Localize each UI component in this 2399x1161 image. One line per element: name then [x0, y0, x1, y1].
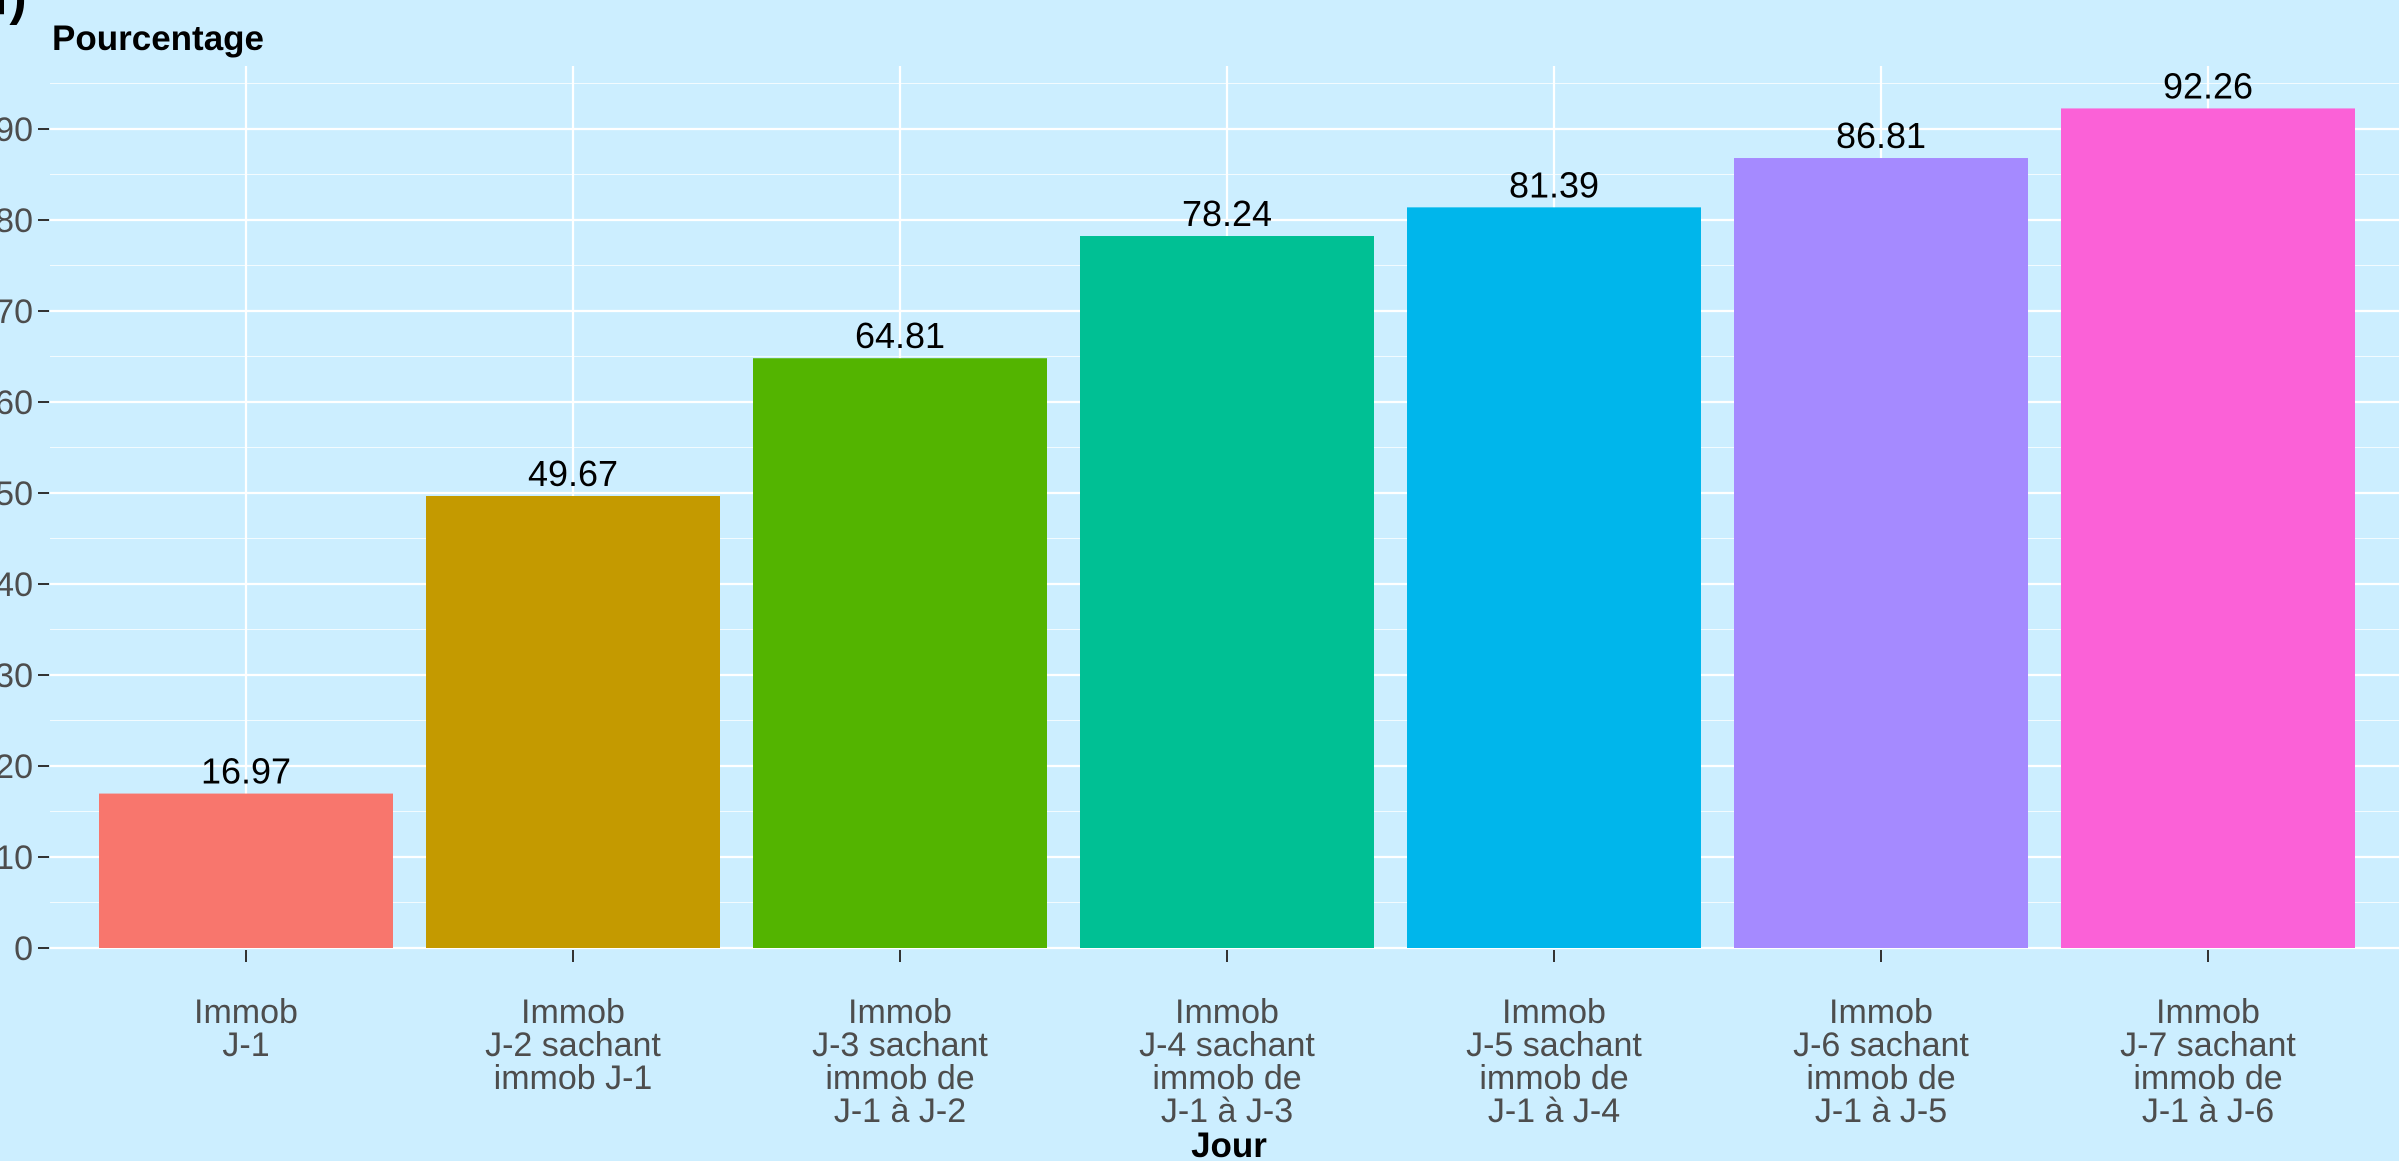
- y-tick-label: 80: [0, 202, 33, 240]
- x-tick-label-line: immob de: [1806, 1059, 1955, 1097]
- x-tick-label: Immob J-2 sachant immob J-1: [485, 993, 661, 1097]
- y-tick-label: 20: [0, 748, 33, 786]
- data-label: 16.97: [201, 751, 291, 792]
- data-label: 49.67: [528, 453, 618, 494]
- data-label: 78.24: [1182, 193, 1272, 234]
- y-tick-label: 90: [0, 111, 33, 149]
- x-tick-label-line: Immob: [1175, 993, 1279, 1031]
- x-tick-label-line: immob de: [1479, 1059, 1628, 1097]
- bar: [1080, 236, 1374, 949]
- x-tick-label-line: Immob: [848, 993, 952, 1031]
- bars: 16.97 49.67 64.81 78.24 81.39 86.81 92.26: [99, 65, 2355, 949]
- bar: [753, 358, 1047, 948]
- y-tick-label: 60: [0, 384, 33, 422]
- y-tick-label: 0: [14, 930, 33, 968]
- data-label: 81.39: [1509, 164, 1599, 205]
- x-tick-label-line: J-2 sachant: [485, 1026, 661, 1064]
- bar: [99, 793, 393, 948]
- x-tick-label: Immob J-5 sachant immob de J-1 à J-4: [1466, 993, 1642, 1130]
- data-label: 64.81: [855, 315, 945, 356]
- x-tick-label-line: J-5 sachant: [1466, 1026, 1642, 1064]
- bar: [1734, 158, 2028, 949]
- bar: [1407, 207, 1701, 948]
- x-tick-label-line: immob J-1: [494, 1059, 653, 1097]
- x-tick-label-line: J-1 à J-4: [1488, 1092, 1620, 1130]
- x-tick-label-line: J-1 à J-3: [1161, 1092, 1293, 1130]
- y-tick-label: 10: [0, 839, 33, 877]
- x-tick-label: Immob J-6 sachant immob de J-1 à J-5: [1793, 993, 1969, 1130]
- y-axis-title: Pourcentage: [52, 19, 264, 58]
- y-tick-label: 40: [0, 566, 33, 604]
- x-tick-label-line: immob de: [825, 1059, 974, 1097]
- x-tick-label: Immob J-7 sachant immob de J-1 à J-6: [2120, 993, 2296, 1130]
- x-tick-label-line: Immob: [194, 993, 298, 1031]
- x-tick-label-line: Immob: [1829, 993, 1933, 1031]
- x-tick-label: Immob J-1: [194, 993, 298, 1064]
- y-tick-label: 30: [0, 657, 33, 695]
- x-axis-title: Jour: [1191, 1126, 1267, 1161]
- x-tick-label: Immob J-3 sachant immob de J-1 à J-2: [812, 993, 988, 1130]
- x-tick-label-line: J-1 à J-6: [2142, 1092, 2274, 1130]
- x-tick-label-line: immob de: [2133, 1059, 2282, 1097]
- bar: [2061, 108, 2355, 948]
- data-label: 92.26: [2163, 65, 2253, 106]
- x-tick-label-line: Immob: [521, 993, 625, 1031]
- x-tick-label-line: J-3 sachant: [812, 1026, 988, 1064]
- x-tick-label-line: immob de: [1152, 1059, 1301, 1097]
- y-tick-label: 70: [0, 293, 33, 331]
- x-tick-label-line: J-4 sachant: [1139, 1026, 1315, 1064]
- x-tick-label-line: J-1 à J-5: [1815, 1092, 1947, 1130]
- x-tick-label-line: J-1 à J-2: [834, 1092, 966, 1130]
- x-tick-label-line: J-6 sachant: [1793, 1026, 1969, 1064]
- x-tick-label-line: Immob: [2156, 993, 2260, 1031]
- panel-tag: f): [0, 0, 27, 26]
- x-tick-label-line: J-7 sachant: [2120, 1026, 2296, 1064]
- x-tick-label-line: Immob: [1502, 993, 1606, 1031]
- x-tick-label: Immob J-4 sachant immob de J-1 à J-3: [1139, 993, 1315, 1130]
- data-label: 86.81: [1836, 115, 1926, 156]
- x-tick-label-line: J-1: [222, 1026, 269, 1064]
- bar: [426, 496, 720, 948]
- y-tick-label: 50: [0, 475, 33, 513]
